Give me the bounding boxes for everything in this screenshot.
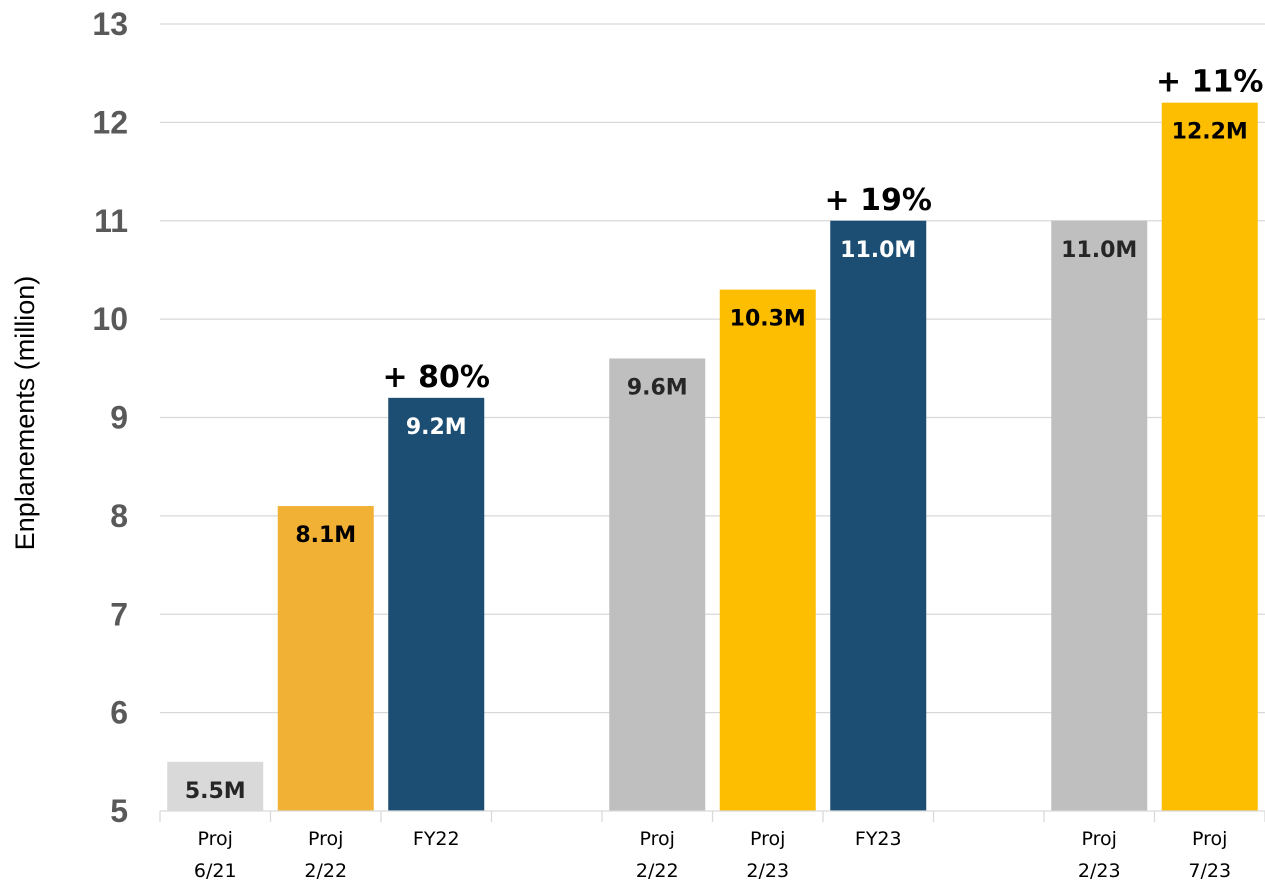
- x-tick-label: FY22: [413, 828, 460, 850]
- bar: [609, 358, 706, 811]
- bar: [1051, 220, 1148, 811]
- x-tick-label: 6/21: [194, 860, 237, 882]
- x-tick-label: FY23: [855, 828, 902, 850]
- y-tick-label: 10: [92, 301, 128, 337]
- x-tick-label: 2/23: [1078, 860, 1121, 882]
- x-tick-label: 2/23: [746, 860, 789, 882]
- bar: [277, 506, 374, 811]
- bar-value-label: 10.3M: [730, 307, 806, 332]
- bar: [719, 289, 816, 811]
- x-tick-label: Proj: [750, 828, 785, 850]
- bar: [388, 397, 485, 811]
- x-tick-label: 7/23: [1188, 860, 1231, 882]
- x-axis-baseline: [159, 810, 1265, 822]
- y-tick-label: 6: [110, 695, 128, 731]
- bar-value-label: 8.1M: [295, 523, 356, 548]
- x-tick-label: Proj: [1082, 828, 1117, 850]
- bar-value-label: 5.5M: [185, 779, 246, 804]
- bar-value-label: 9.2M: [406, 415, 467, 440]
- x-tick-label: Proj: [198, 828, 233, 850]
- y-tick-label: 5: [110, 793, 128, 829]
- x-tick-label: 2/22: [636, 860, 679, 882]
- y-tick-label: 12: [92, 104, 128, 140]
- y-tick-label: 7: [110, 596, 128, 632]
- bar-value-label: 9.6M: [627, 375, 688, 400]
- bar-value-label: 11.0M: [1061, 238, 1137, 263]
- bar-value-label: 11.0M: [840, 238, 916, 263]
- bar: [167, 761, 264, 811]
- x-tick-label: Proj: [1192, 828, 1227, 850]
- y-tick-label: 9: [110, 400, 128, 436]
- bar: [1161, 102, 1258, 811]
- x-tick-label: Proj: [640, 828, 675, 850]
- growth-annotation: + 80%: [383, 360, 490, 395]
- growth-annotation: + 11%: [1156, 65, 1263, 100]
- x-axis-tick-labels: Proj 6/21 Proj 2/22 FY22 Proj 2/22 Proj 2/23 FY23…: [194, 828, 1231, 882]
- y-tick-label: 13: [92, 6, 128, 42]
- bar: [830, 220, 927, 811]
- y-tick-label: 8: [110, 498, 128, 534]
- x-tick-label: 2/22: [304, 860, 347, 882]
- bars: 5.5M 8.1M 9.2M + 80% 9.6M 10.3M 11.0M + 19% 11.0…: [167, 65, 1263, 811]
- y-axis-ticks: 5 6 7 8 9 10 11 12 13: [92, 6, 128, 829]
- growth-annotation: + 19%: [825, 183, 932, 218]
- y-axis-label: Enplanements (million): [10, 276, 40, 551]
- y-tick-label: 11: [94, 203, 128, 239]
- bar-value-label: 12.2M: [1172, 120, 1248, 145]
- x-tick-label: Proj: [308, 828, 343, 850]
